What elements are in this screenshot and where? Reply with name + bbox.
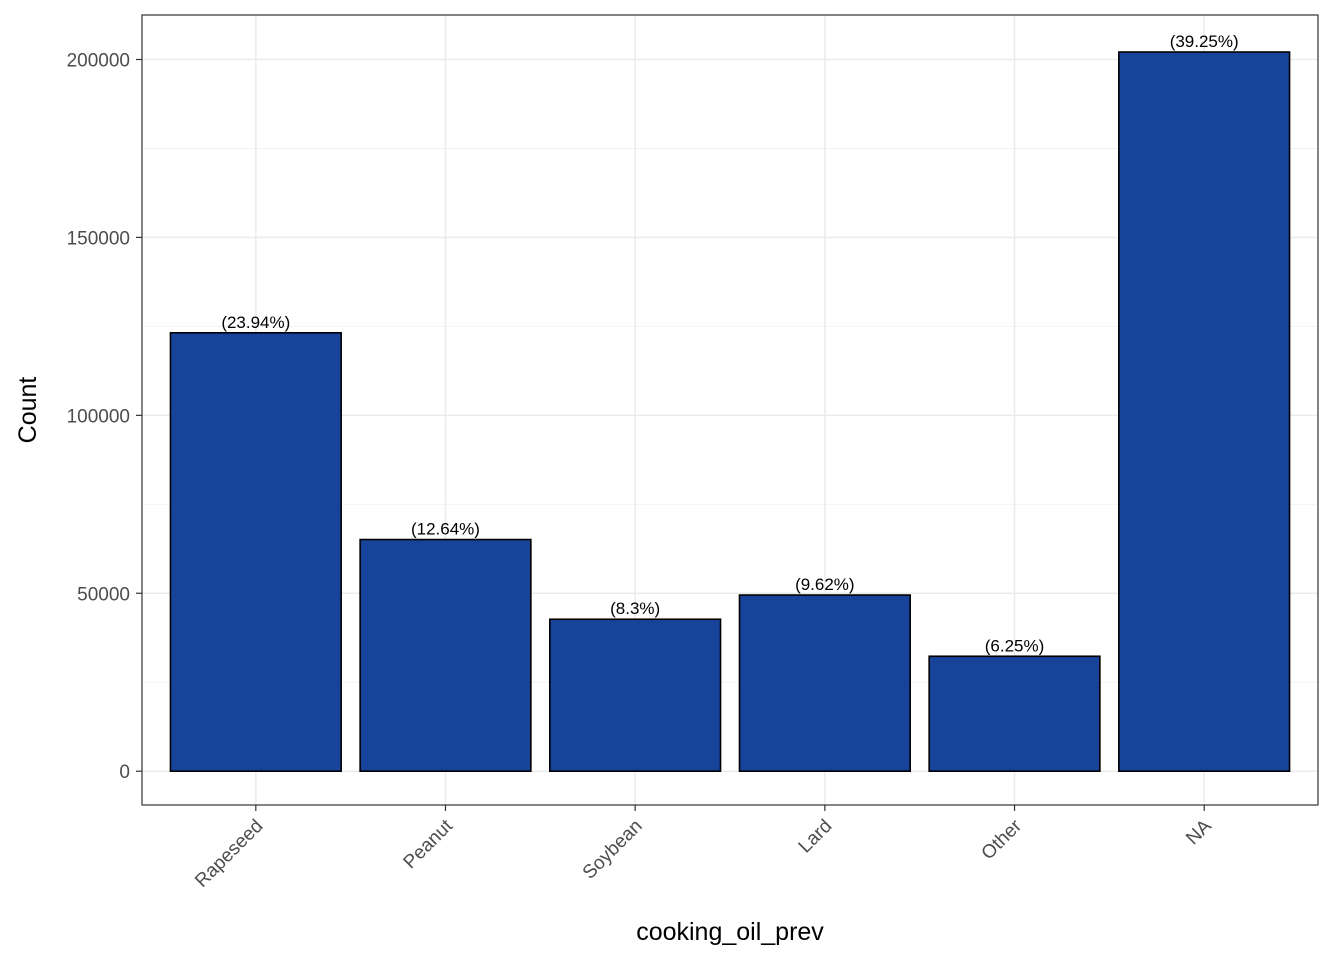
y-axis-ticks: 0 50000 100000 150000 200000 [67,50,142,783]
bar-label-rapeseed: (23.94%) [221,313,290,332]
y-tick-label: 150000 [67,228,130,249]
bar-soybean [549,618,722,772]
bar-label-na: (39.25%) [1170,32,1239,51]
bar-rapeseed [169,331,342,772]
bar-other [928,655,1101,772]
y-axis-title: Count [14,377,42,444]
bar-lard [738,594,911,772]
y-tick-label: 50000 [77,584,130,605]
bar-label-other: (6.25%) [985,636,1045,655]
x-tick-label-rapeseed: Rapeseed [191,816,267,892]
data-labels: (23.94%) (12.64%) (8.3%) (9.62%) (6.25%) (39.… [221,32,1238,655]
x-tick-label-peanut: Peanut [400,815,458,873]
bar-peanut [359,538,532,772]
panel-border [141,14,1319,806]
x-axis-ticks: Rapeseed Peanut Soybean Lard Other NA [191,805,1216,892]
bar-label-lard: (9.62%) [795,575,855,594]
y-tick-label: 200000 [67,50,130,71]
bar-label-soybean: (8.3%) [610,599,660,618]
bar-na [1118,51,1291,772]
x-axis-title: cooking_oil_prev [636,918,824,946]
bars [169,51,1291,772]
bar-label-peanut: (12.64%) [411,520,480,539]
x-tick-label-lard: Lard [795,816,837,858]
x-tick-label-na: NA [1182,815,1216,849]
x-tick-label-soybean: Soybean [579,816,647,884]
x-tick-label-other: Other [978,815,1027,864]
y-tick-label: 0 [119,762,130,783]
y-tick-label: 100000 [67,406,130,427]
